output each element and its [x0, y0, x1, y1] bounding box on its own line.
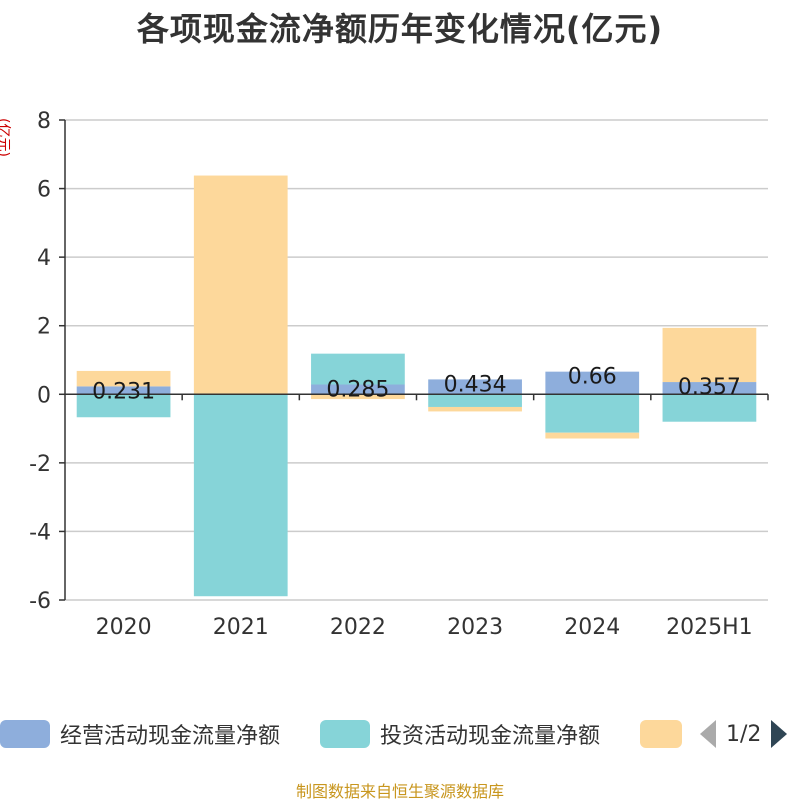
bar-2023-series-1	[428, 394, 522, 407]
bar-2021-series-1	[193, 394, 288, 597]
bar-2025H1-series-0	[662, 382, 757, 395]
legend-item-investing[interactable]: 投资活动现金流量净额	[320, 716, 600, 752]
bar-2024-series-1	[545, 394, 640, 433]
legend-label-investing: 投资活动现金流量净额	[380, 724, 601, 749]
y-tick-label: 4	[37, 246, 51, 271]
y-tick-label: 8	[37, 109, 51, 134]
legend-item-financing[interactable]	[640, 716, 682, 752]
y-tick-label: -2	[29, 452, 51, 477]
bar-2020-series-1	[76, 394, 171, 418]
legend-swatch-operating	[0, 720, 50, 748]
y-tick-label: -6	[29, 589, 51, 614]
bar-2022-series-0	[311, 384, 405, 395]
legend-next-arrow-icon[interactable]	[771, 720, 788, 748]
legend-page-indicator: 1/2	[726, 721, 762, 747]
legend-swatch-investing	[320, 720, 370, 748]
legend-label-operating: 经营活动现金流量净额	[60, 724, 281, 749]
x-tick-label: 2021	[213, 615, 269, 640]
data-source-note: 制图数据来自恒生聚源数据库	[295, 782, 504, 801]
data-label: 0.434	[444, 372, 507, 397]
legend: 经营活动现金流量净额 投资活动现金流量净额	[0, 716, 800, 756]
legend-prev-arrow-icon[interactable]	[700, 720, 716, 748]
bar-2020-series-0	[76, 386, 171, 395]
legend-pager: 1/2	[700, 716, 788, 752]
data-label: 0.231	[92, 379, 155, 404]
bar-2024-series-2	[545, 432, 640, 439]
data-label: 0.357	[678, 375, 741, 400]
bar-2025H1-series-2	[662, 327, 757, 383]
bar-chart: -6 -4 -2 0 2 4 6 8 2020 2021 2022 2023 2024 2025H1 0.2…	[29, 109, 769, 640]
bar-2022-series-1	[311, 353, 405, 385]
legend-swatch-financing	[640, 720, 682, 748]
bar-2022-series-2	[311, 394, 405, 400]
bar-2023-series-0	[428, 379, 522, 395]
x-tick-label: 2025H1	[666, 615, 753, 640]
x-tick-label: 2020	[96, 615, 152, 640]
y-tick-label: 2	[37, 315, 51, 340]
bar-2024-series-0	[545, 371, 640, 395]
bar-2025H1-series-1	[662, 394, 757, 422]
y-tick-label: 0	[37, 383, 51, 408]
x-tick-label: 2022	[330, 615, 386, 640]
y-tick-label: 6	[37, 178, 51, 203]
data-label: 0.285	[326, 378, 389, 403]
data-label: 0.66	[568, 365, 617, 390]
x-tick-label: 2024	[564, 615, 620, 640]
bar-2020-series-2	[76, 370, 171, 387]
y-tick-label: -4	[29, 520, 51, 545]
bar-2021-series-2	[193, 175, 288, 395]
x-tick-label: 2023	[447, 615, 503, 640]
legend-item-operating[interactable]: 经营活动现金流量净额	[0, 716, 280, 752]
chart-title: 各项现金流净额历年变化情况(亿元)	[136, 10, 664, 48]
bar-2023-series-2	[428, 406, 522, 412]
